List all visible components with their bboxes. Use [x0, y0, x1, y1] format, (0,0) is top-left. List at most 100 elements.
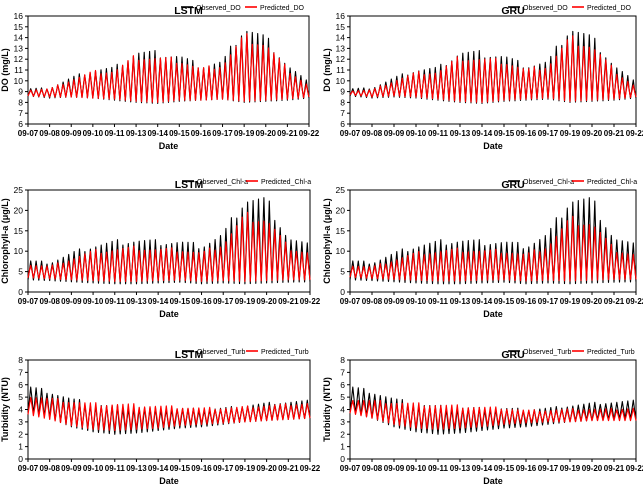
x-tick-label: 09-14 — [472, 464, 493, 473]
x-tick-label: 09-08 — [39, 464, 60, 473]
x-tick-label: 09-22 — [626, 464, 643, 473]
series-line-predicted — [27, 33, 310, 103]
legend-label: Observed_DO — [196, 5, 241, 12]
y-tick-label: 7 — [18, 108, 23, 118]
x-tick-label: 09-17 — [538, 297, 559, 306]
x-axis-label: Date — [483, 476, 503, 486]
x-tick-label: 09-17 — [212, 129, 233, 138]
y-tick-label: 10 — [14, 246, 24, 256]
x-tick-label: 09-20 — [256, 297, 277, 306]
x-tick-label: 09-14 — [148, 464, 169, 473]
series-line-predicted — [349, 35, 637, 103]
legend-label: Observed_Turb — [523, 349, 571, 356]
x-tick-label: 09-10 — [406, 464, 427, 473]
x-tick-label: 09-19 — [234, 129, 255, 138]
y-tick-label: 2 — [340, 429, 345, 439]
y-tick-label: 14 — [336, 33, 346, 43]
legend-label: Observed_Chl-a — [197, 179, 248, 186]
x-tick-label: 09-21 — [604, 297, 625, 306]
x-tick-label: 09-13 — [450, 297, 471, 306]
x-axis-label: Date — [159, 476, 179, 486]
y-tick-label: 13 — [336, 43, 346, 53]
y-tick-label: 5 — [340, 392, 345, 402]
x-tick-label: 09-21 — [604, 129, 625, 138]
series-line-predicted — [27, 211, 311, 282]
x-tick-label: 09-22 — [300, 464, 321, 473]
x-tick-label: 09-09 — [384, 464, 405, 473]
y-tick-label: 20 — [336, 205, 346, 215]
x-tick-label: 09-22 — [626, 129, 643, 138]
series-line-predicted — [349, 399, 637, 430]
chart-panel-3: 0 5 10 15 20 25 09-07 09-08 09-09 09-10 09-11 09-13… — [0, 179, 321, 319]
y-tick-label: 15 — [336, 22, 346, 32]
x-tick-label: 09-16 — [191, 129, 212, 138]
legend-label: Predicted_Turb — [261, 349, 309, 356]
legend-label: Observed_Chl-a — [523, 179, 574, 186]
y-tick-label: 5 — [340, 267, 345, 277]
y-tick-label: 7 — [340, 367, 345, 377]
x-tick-label: 09-17 — [538, 464, 559, 473]
x-tick-label: 09-20 — [582, 464, 603, 473]
y-tick-label: 0 — [340, 454, 345, 464]
x-tick-label: 09-19 — [235, 297, 256, 306]
chart-title: GRU — [501, 5, 524, 17]
x-tick-label: 09-14 — [148, 297, 169, 306]
legend-label: Predicted_Turb — [587, 349, 635, 356]
x-tick-label: 09-09 — [384, 129, 405, 138]
y-tick-label: 6 — [18, 119, 23, 129]
y-tick-label: 12 — [14, 54, 24, 64]
y-axis-label: Turbidity (NTU) — [0, 377, 10, 442]
x-tick-label: 09-20 — [582, 297, 603, 306]
y-tick-label: 12 — [336, 54, 346, 64]
x-tick-label: 09-07 — [18, 297, 39, 306]
y-tick-label: 7 — [340, 108, 345, 118]
y-tick-label: 8 — [18, 97, 23, 107]
y-tick-label: 8 — [340, 97, 345, 107]
y-tick-label: 0 — [18, 454, 23, 464]
x-tick-label: 09-20 — [256, 129, 277, 138]
x-tick-label: 09-07 — [18, 464, 39, 473]
y-axis-label: Turbidity (NTU) — [322, 377, 332, 442]
y-tick-label: 15 — [14, 22, 24, 32]
x-tick-label: 09-17 — [538, 129, 559, 138]
y-axis-label: DO (mg/L) — [322, 48, 332, 92]
chart-panel-4: 0 5 10 15 20 25 09-07 09-08 09-09 09-10 09-11 09-13… — [322, 179, 643, 319]
y-tick-label: 16 — [336, 11, 346, 21]
y-tick-label: 14 — [14, 33, 24, 43]
x-axis-label: Date — [159, 309, 179, 319]
x-tick-label: 09-17 — [213, 297, 234, 306]
x-tick-label: 09-09 — [61, 129, 82, 138]
x-tick-label: 09-17 — [213, 464, 234, 473]
series-line-observed — [349, 386, 637, 435]
x-tick-label: 09-22 — [626, 297, 643, 306]
y-tick-label: 11 — [336, 65, 345, 75]
x-tick-label: 09-13 — [126, 129, 147, 138]
x-tick-label: 09-13 — [126, 464, 147, 473]
x-tick-label: 09-13 — [126, 297, 147, 306]
y-tick-label: 13 — [14, 43, 24, 53]
x-tick-label: 09-13 — [450, 129, 471, 138]
x-tick-label: 09-19 — [560, 464, 581, 473]
y-tick-label: 7 — [18, 367, 23, 377]
y-tick-label: 11 — [14, 65, 23, 75]
x-tick-label: 09-07 — [18, 129, 39, 138]
x-tick-label: 09-15 — [494, 129, 515, 138]
x-tick-label: 09-16 — [516, 129, 537, 138]
y-tick-label: 9 — [18, 87, 23, 97]
legend-label: Observed_Turb — [197, 349, 245, 356]
x-axis-label: Date — [159, 141, 179, 151]
x-tick-label: 09-21 — [278, 464, 299, 473]
x-tick-label: 09-20 — [582, 129, 603, 138]
plot-frame — [349, 189, 637, 293]
y-axis-label: Chlorophyll-a (μg/L) — [0, 198, 10, 284]
x-tick-label: 09-11 — [428, 464, 449, 473]
y-axis-label: DO (mg/L) — [0, 48, 10, 92]
x-tick-label: 09-08 — [362, 464, 383, 473]
y-tick-label: 6 — [340, 119, 345, 129]
series-line-predicted — [349, 215, 637, 282]
x-tick-label: 09-07 — [340, 129, 361, 138]
x-tick-label: 09-11 — [428, 129, 449, 138]
